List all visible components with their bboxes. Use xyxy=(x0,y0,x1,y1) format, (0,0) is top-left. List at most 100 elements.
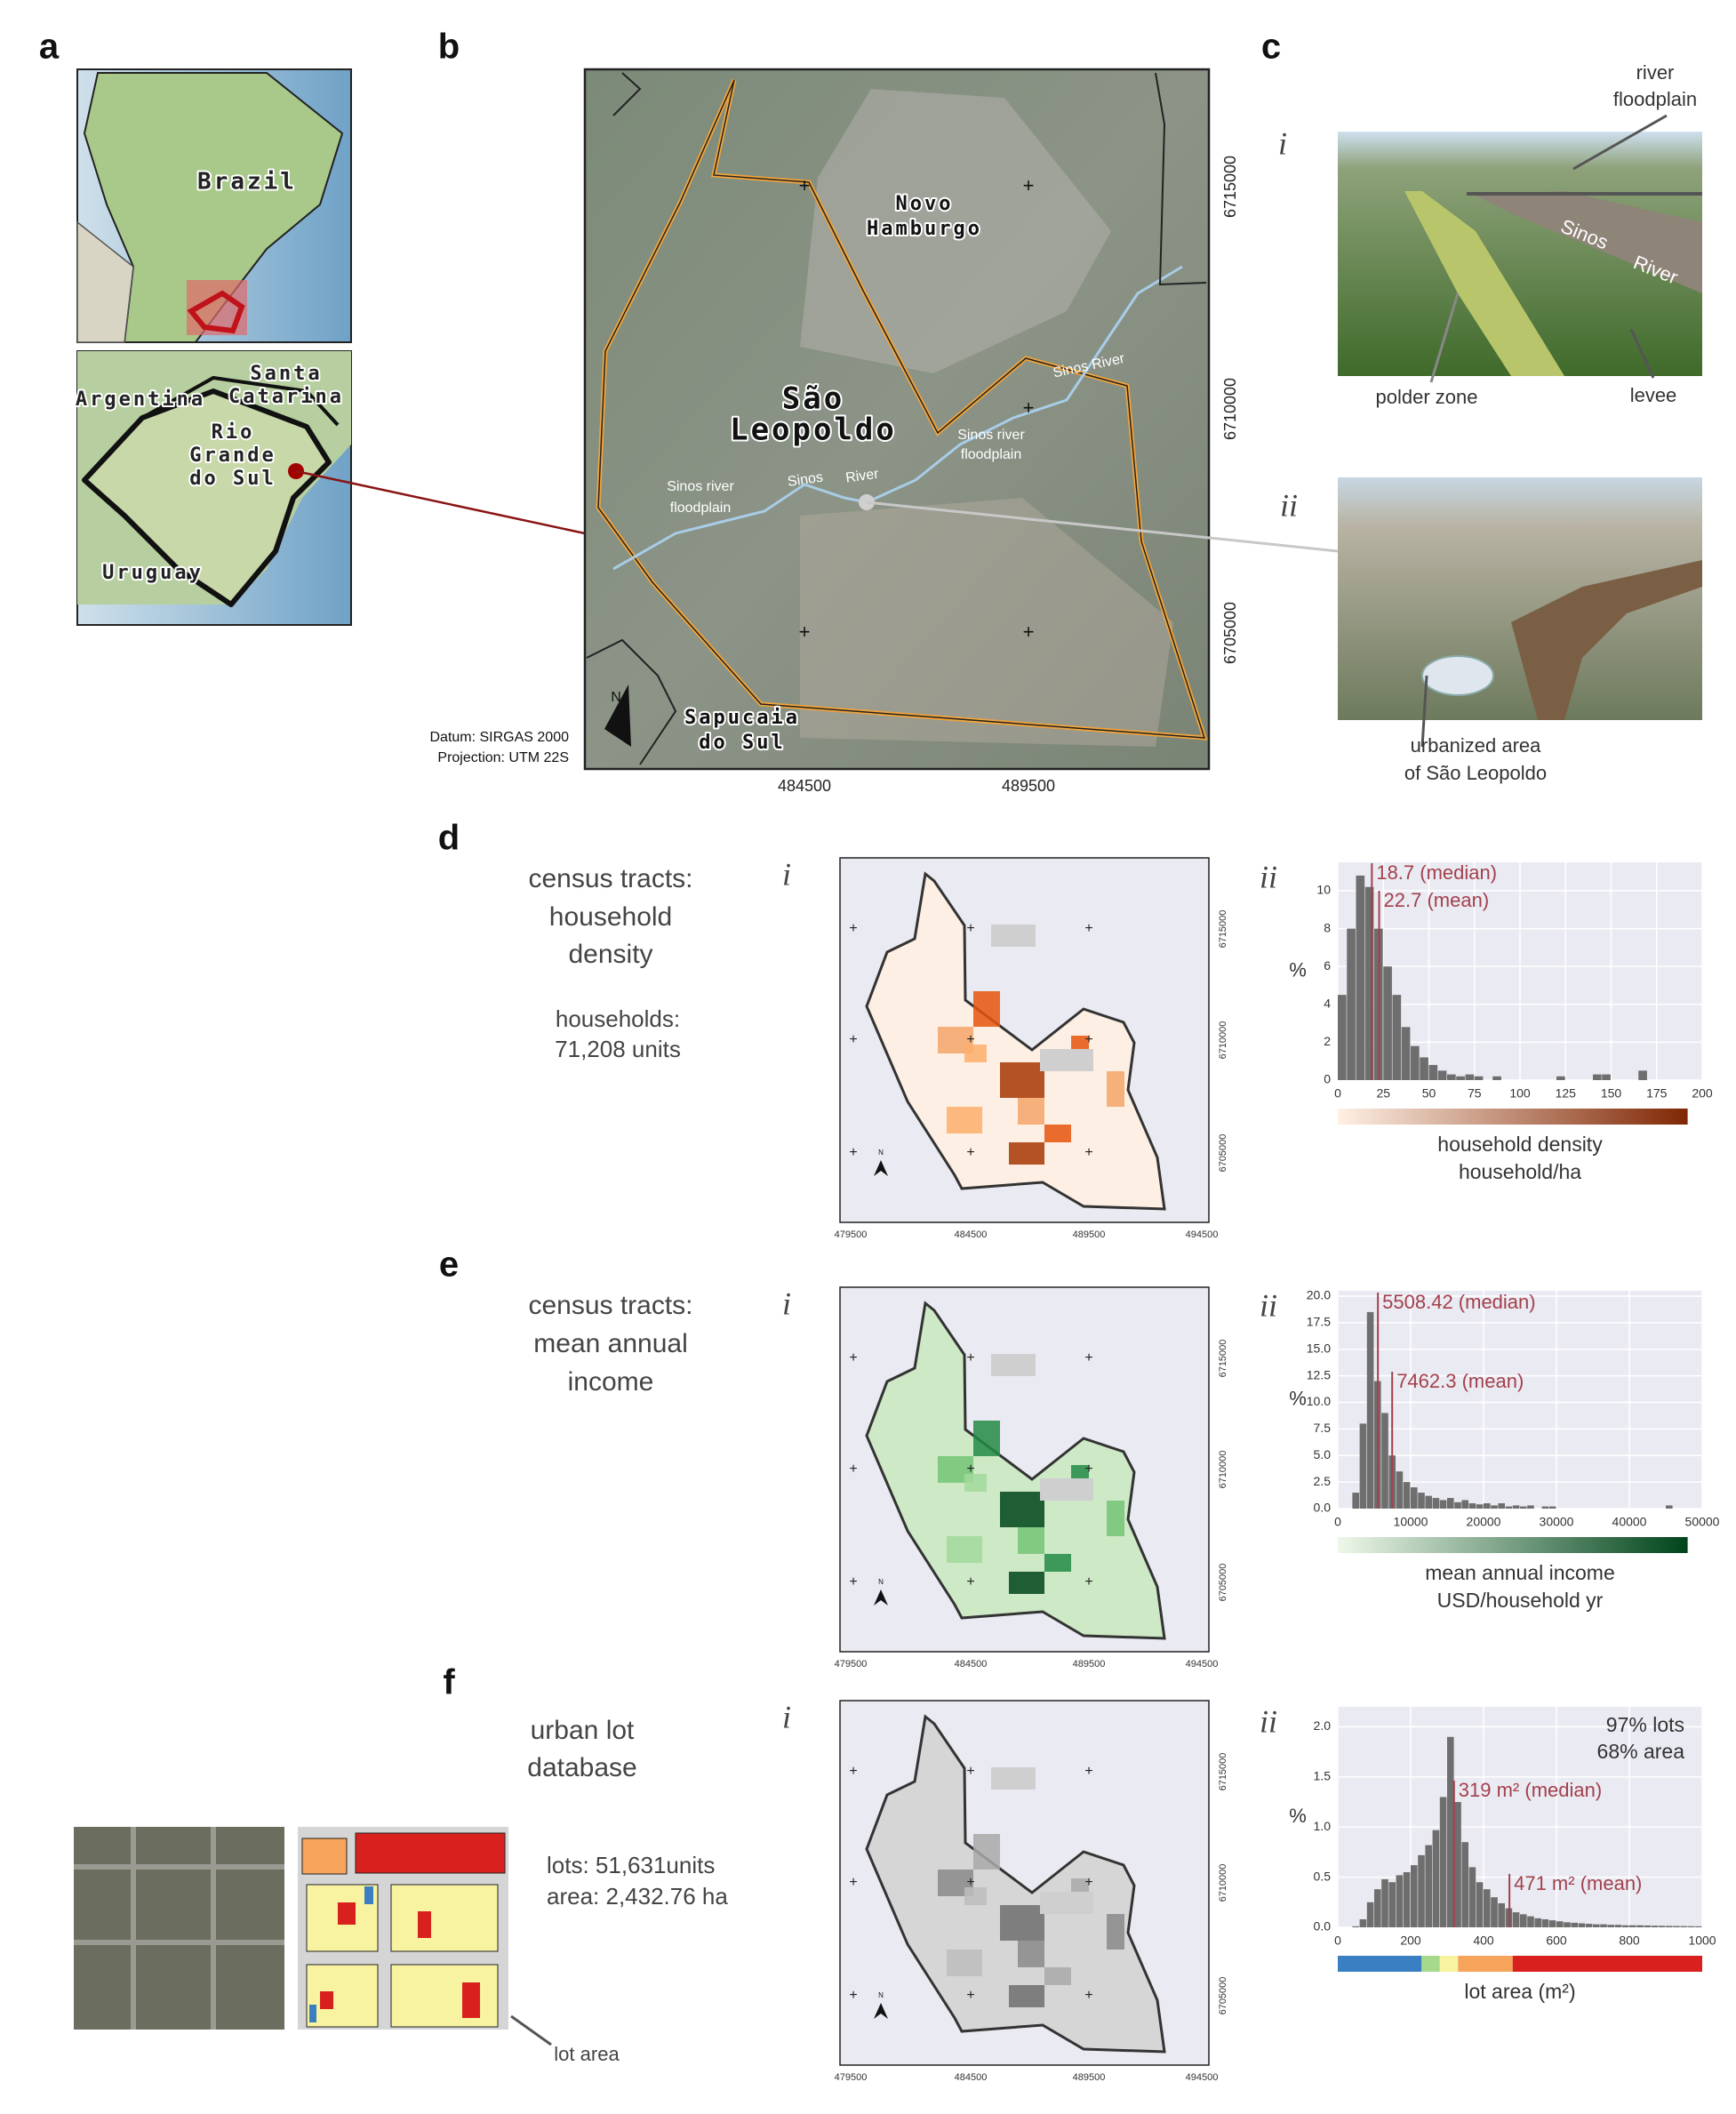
y-tick-label: 2.0 xyxy=(1314,1718,1332,1733)
x-tick-label: 0 xyxy=(1334,1515,1341,1529)
map-cross: + xyxy=(1084,1574,1092,1590)
map-y-tick-label: 6715000 xyxy=(1221,156,1239,218)
tract-patch xyxy=(1000,1492,1044,1527)
bar xyxy=(1602,1074,1611,1080)
map-x-tick-label: 494500 xyxy=(1186,2072,1219,2083)
colorbar-segment xyxy=(1421,1956,1440,1972)
map-cross: + xyxy=(1084,1350,1092,1365)
colorbar-segment xyxy=(1439,1956,1459,1972)
map-x-tick-label: 494500 xyxy=(1186,1229,1219,1240)
bar xyxy=(1512,1912,1520,1927)
bar xyxy=(1498,1902,1505,1927)
map-y-tick-label: 6710000 xyxy=(1221,378,1239,440)
x-axis-label: USD/household yr xyxy=(1437,1589,1604,1612)
x-tick-label: 50 xyxy=(1422,1086,1436,1101)
x-axis-label: mean annual income xyxy=(1425,1561,1615,1584)
bar xyxy=(1520,1506,1527,1509)
bar xyxy=(1428,1064,1438,1080)
map-cross: + xyxy=(1084,921,1092,936)
x-tick-label: 75 xyxy=(1468,1086,1482,1101)
bar xyxy=(1621,1925,1629,1927)
bar xyxy=(1548,1920,1556,1927)
panel-stat: 71,208 units xyxy=(555,1036,681,1062)
no-data xyxy=(991,1767,1036,1790)
panel-stat: lots: 51,631units xyxy=(547,1852,715,1878)
map-cross: + xyxy=(1084,1032,1092,1047)
tract-patch xyxy=(947,1950,982,1976)
bar xyxy=(1403,1872,1411,1927)
bar xyxy=(1352,1926,1359,1927)
bar xyxy=(1694,1926,1702,1927)
x-tick-label: 200 xyxy=(1692,1086,1713,1101)
photo-label: levee xyxy=(1630,384,1677,406)
bar xyxy=(1593,1924,1600,1927)
panel-title: urban lot xyxy=(531,1716,635,1745)
photo-label: polder zone xyxy=(1376,386,1478,408)
x-tick-label: 40000 xyxy=(1612,1515,1647,1529)
map-label: do Sul xyxy=(189,468,276,490)
map-cross: + xyxy=(966,1574,974,1590)
bar xyxy=(1425,1845,1432,1927)
map-x-tick-label: 489500 xyxy=(1002,777,1055,795)
tract-patch xyxy=(1044,1554,1071,1572)
map-label: Grande xyxy=(189,444,276,467)
annotation-label: 471 m² (mean) xyxy=(1514,1872,1642,1894)
map-x-tick-label: 479500 xyxy=(835,1229,868,1240)
map-y-tick-label: 6710000 xyxy=(1218,1864,1228,1902)
map-cross: + xyxy=(849,1350,857,1365)
map-cross: + xyxy=(1084,1764,1092,1779)
tract-patches xyxy=(938,925,1124,1165)
y-tick-label: 17.5 xyxy=(1307,1315,1331,1329)
panel-label: a xyxy=(39,28,60,67)
map-x-tick-label: 489500 xyxy=(1073,1229,1106,1240)
map-x-tick-label: 484500 xyxy=(778,777,831,795)
bar xyxy=(1401,1027,1411,1080)
map-label: Rio xyxy=(212,421,255,444)
y-tick-label: 6 xyxy=(1324,958,1331,973)
x-axis-label: lot area (m²) xyxy=(1464,1980,1575,2003)
bar xyxy=(1418,1493,1425,1509)
chart-numeral: ii xyxy=(1260,1287,1277,1323)
map-cross: + xyxy=(966,1461,974,1477)
y-tick-label: 10 xyxy=(1316,883,1331,897)
map-label: Argentina xyxy=(76,388,205,411)
y-tick-label: 4 xyxy=(1324,996,1331,1010)
bar xyxy=(1447,1074,1456,1080)
bar xyxy=(1512,1505,1520,1509)
tract-patch xyxy=(964,1887,987,1905)
bar xyxy=(1614,1925,1622,1927)
y-tick-label: 2.5 xyxy=(1314,1474,1332,1488)
bar xyxy=(1359,1918,1367,1927)
x-tick-label: 150 xyxy=(1601,1086,1622,1101)
map-label: Uruguay xyxy=(102,562,204,584)
y-tick-label: 0.5 xyxy=(1314,1869,1332,1883)
map-datum: Projection: UTM 22S xyxy=(437,750,569,765)
bar xyxy=(1484,1503,1491,1509)
y-axis-label: % xyxy=(1289,1805,1307,1827)
tract-patch xyxy=(973,1421,1000,1456)
y-tick-label: 1.0 xyxy=(1314,1819,1332,1833)
y-tick-label: 12.5 xyxy=(1307,1367,1331,1381)
tract-patch xyxy=(1018,1527,1044,1554)
x-tick-label: 0 xyxy=(1334,1934,1341,1948)
bar xyxy=(1593,1074,1602,1080)
map-x-tick-label: 479500 xyxy=(835,1659,868,1670)
map-label: São xyxy=(782,381,844,417)
bar xyxy=(1456,1076,1465,1080)
map-label: floodplain xyxy=(961,447,1022,462)
map-x-tick-label: 489500 xyxy=(1073,1659,1106,1670)
map-cross: + xyxy=(799,621,811,643)
tract-patch xyxy=(947,1536,982,1563)
map-cross: + xyxy=(849,1032,857,1047)
tract-patch xyxy=(1107,1501,1124,1536)
chart-numeral: ii xyxy=(1260,859,1277,894)
map-cross: + xyxy=(1084,1145,1092,1160)
annotation-label: 7462.3 (mean) xyxy=(1396,1370,1524,1392)
x-tick-label: 30000 xyxy=(1540,1515,1574,1529)
x-axis-label: household/ha xyxy=(1459,1160,1581,1183)
bar xyxy=(1447,1498,1454,1509)
bar xyxy=(1425,1495,1432,1509)
map-cross: + xyxy=(966,1032,974,1047)
bar xyxy=(1383,966,1392,1080)
